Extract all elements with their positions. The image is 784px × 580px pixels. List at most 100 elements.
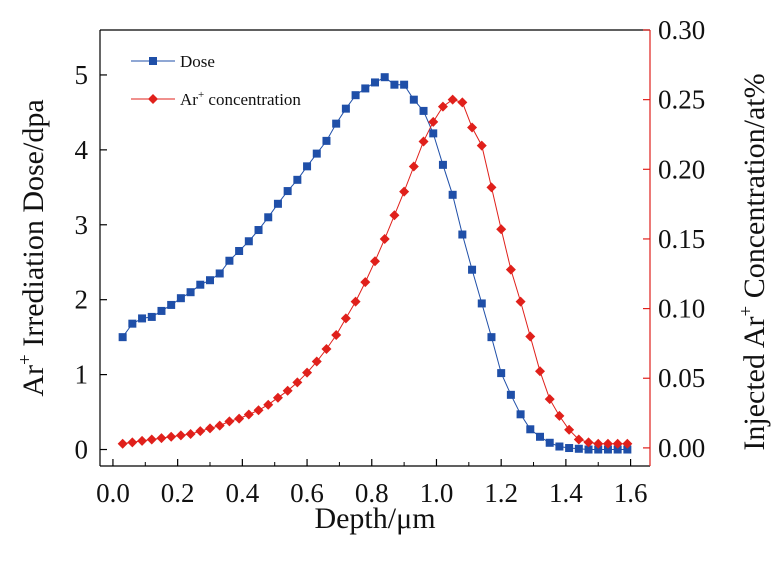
dose-point-36 [468, 265, 477, 274]
dose-point-48 [584, 445, 593, 454]
y-left-tick-label-0: 0 [75, 435, 89, 465]
ar-concentration-point-9 [205, 423, 215, 434]
ar-concentration-point-5 [166, 431, 177, 442]
series-markers [117, 73, 633, 454]
ar-concentration-point-17 [282, 385, 293, 396]
dose-point-47 [574, 444, 583, 453]
plot-frame [99, 29, 651, 467]
ar-concentration-point-44 [544, 394, 555, 405]
dose-point-22 [332, 119, 341, 128]
dose-point-15 [264, 213, 273, 222]
legend: Dose Ar+ concentration [131, 52, 301, 109]
ar-concentration-point-51 [612, 438, 623, 449]
dose-point-33 [438, 160, 447, 169]
ar-concentration-point-24 [350, 296, 361, 307]
x-tick-label-2: 0.4 [225, 478, 259, 508]
left-axis-title: Ar+ Irrediation Dose/dpa [15, 99, 50, 396]
dose-point-17 [283, 187, 292, 196]
ar-concentration-point-38 [486, 182, 497, 193]
y-right-tick-label-5: 0.25 [658, 85, 705, 115]
right-axis-title: Injected Ar+ Concentration/at% [736, 73, 771, 450]
ar-concentration-point-36 [467, 122, 478, 133]
ar-concentration-point-41 [515, 296, 526, 307]
ar-concentration-point-26 [370, 256, 380, 267]
dose-point-41 [516, 410, 525, 419]
dose-point-26 [371, 78, 379, 87]
dose-point-20 [312, 149, 321, 158]
dose-point-39 [497, 369, 506, 378]
y-left-tick-label-3: 3 [75, 210, 89, 240]
dose-point-23 [341, 104, 350, 113]
y-left-tick-label-5: 5 [75, 60, 89, 90]
ar-concentration-point-49 [593, 438, 604, 449]
ar-concentration-point-19 [302, 367, 313, 378]
ar-concentration-point-7 [185, 428, 196, 439]
ar-concentration-point-4 [156, 433, 167, 444]
ar-concentration-point-13 [243, 409, 254, 420]
dose-point-46 [565, 444, 574, 453]
x-tick-label-0: 0.0 [96, 478, 130, 508]
dose-point-45 [555, 442, 564, 451]
x-tick-label-4: 0.8 [355, 478, 389, 508]
x-axis-ticks: 0.0 0.2 0.4 0.6 0.8 1.0 1.2 1.4 1.6 [96, 459, 647, 508]
dose-point-4 [157, 306, 166, 315]
dose-point-2 [138, 314, 147, 323]
y-right-tick-label-3: 0.15 [658, 224, 705, 254]
ar-concentration-point-39 [496, 224, 507, 235]
legend-ar-marker [148, 94, 158, 104]
dose-point-3 [147, 312, 156, 321]
dose-point-6 [176, 294, 185, 303]
legend-dose-marker [149, 57, 157, 65]
dose-point-29 [400, 80, 409, 89]
y-right-tick-label-2: 0.10 [658, 294, 705, 324]
dose-point-19 [303, 162, 312, 171]
left-axis-title-rest: Irrediation Dose/dpa [17, 99, 50, 354]
ar-concentration-point-15 [263, 399, 274, 410]
ar-concentration-point-42 [525, 331, 536, 342]
right-axis-ticks: 0.00 0.05 0.10 0.15 0.20 0.25 0.30 [643, 15, 705, 463]
legend-ar-label-base: Ar [180, 90, 198, 109]
dose-point-34 [448, 190, 457, 199]
ar-concentration-point-34 [447, 94, 458, 105]
dose-point-44 [545, 438, 554, 447]
y-left-tick-label-4: 4 [75, 135, 89, 165]
dose-point-13 [244, 237, 253, 246]
legend-dose-label: Dose [180, 52, 215, 71]
dose-point-32 [429, 129, 438, 138]
dose-point-31 [419, 106, 428, 115]
x-tick-label-3: 0.6 [290, 478, 324, 508]
dose-point-1 [128, 319, 137, 328]
x-tick-label-7: 1.4 [549, 478, 583, 508]
dose-point-9 [206, 276, 214, 285]
ar-concentration-point-47 [573, 434, 584, 445]
left-axis-title-base: Ar [17, 365, 50, 397]
dose-point-25 [361, 84, 370, 93]
dose-point-12 [235, 246, 244, 255]
ar-concentration-point-30 [408, 161, 419, 172]
dose-point-21 [322, 136, 331, 145]
ar-concentration-point-20 [311, 356, 322, 367]
x-tick-label-6: 1.2 [484, 478, 518, 508]
dose-point-43 [536, 432, 544, 441]
ar-concentration-point-52 [622, 438, 633, 449]
ar-concentration-point-48 [583, 437, 594, 448]
dose-point-35 [458, 230, 467, 239]
y-right-tick-label-0: 0.00 [658, 433, 705, 463]
ar-concentration-point-6 [175, 430, 186, 441]
right-axis-title-sup: + [736, 306, 757, 317]
y-right-tick-label-4: 0.20 [658, 154, 705, 184]
legend-item-ar-concentration: Ar+ concentration [131, 89, 301, 109]
dose-point-8 [196, 280, 205, 289]
dose-point-49 [594, 445, 603, 454]
ar-concentration-point-28 [389, 210, 400, 221]
ar-concentration-point-2 [137, 435, 148, 446]
ar-concentration-point-27 [379, 233, 390, 244]
legend-ar-label-rest: concentration [204, 90, 301, 109]
ar-concentration-point-1 [127, 437, 138, 448]
ar-concentration-point-0 [117, 438, 128, 449]
ar-concentration-point-14 [253, 405, 264, 416]
ar-concentration-point-16 [272, 392, 283, 403]
dose-point-52 [623, 445, 632, 454]
dose-point-16 [273, 199, 282, 208]
